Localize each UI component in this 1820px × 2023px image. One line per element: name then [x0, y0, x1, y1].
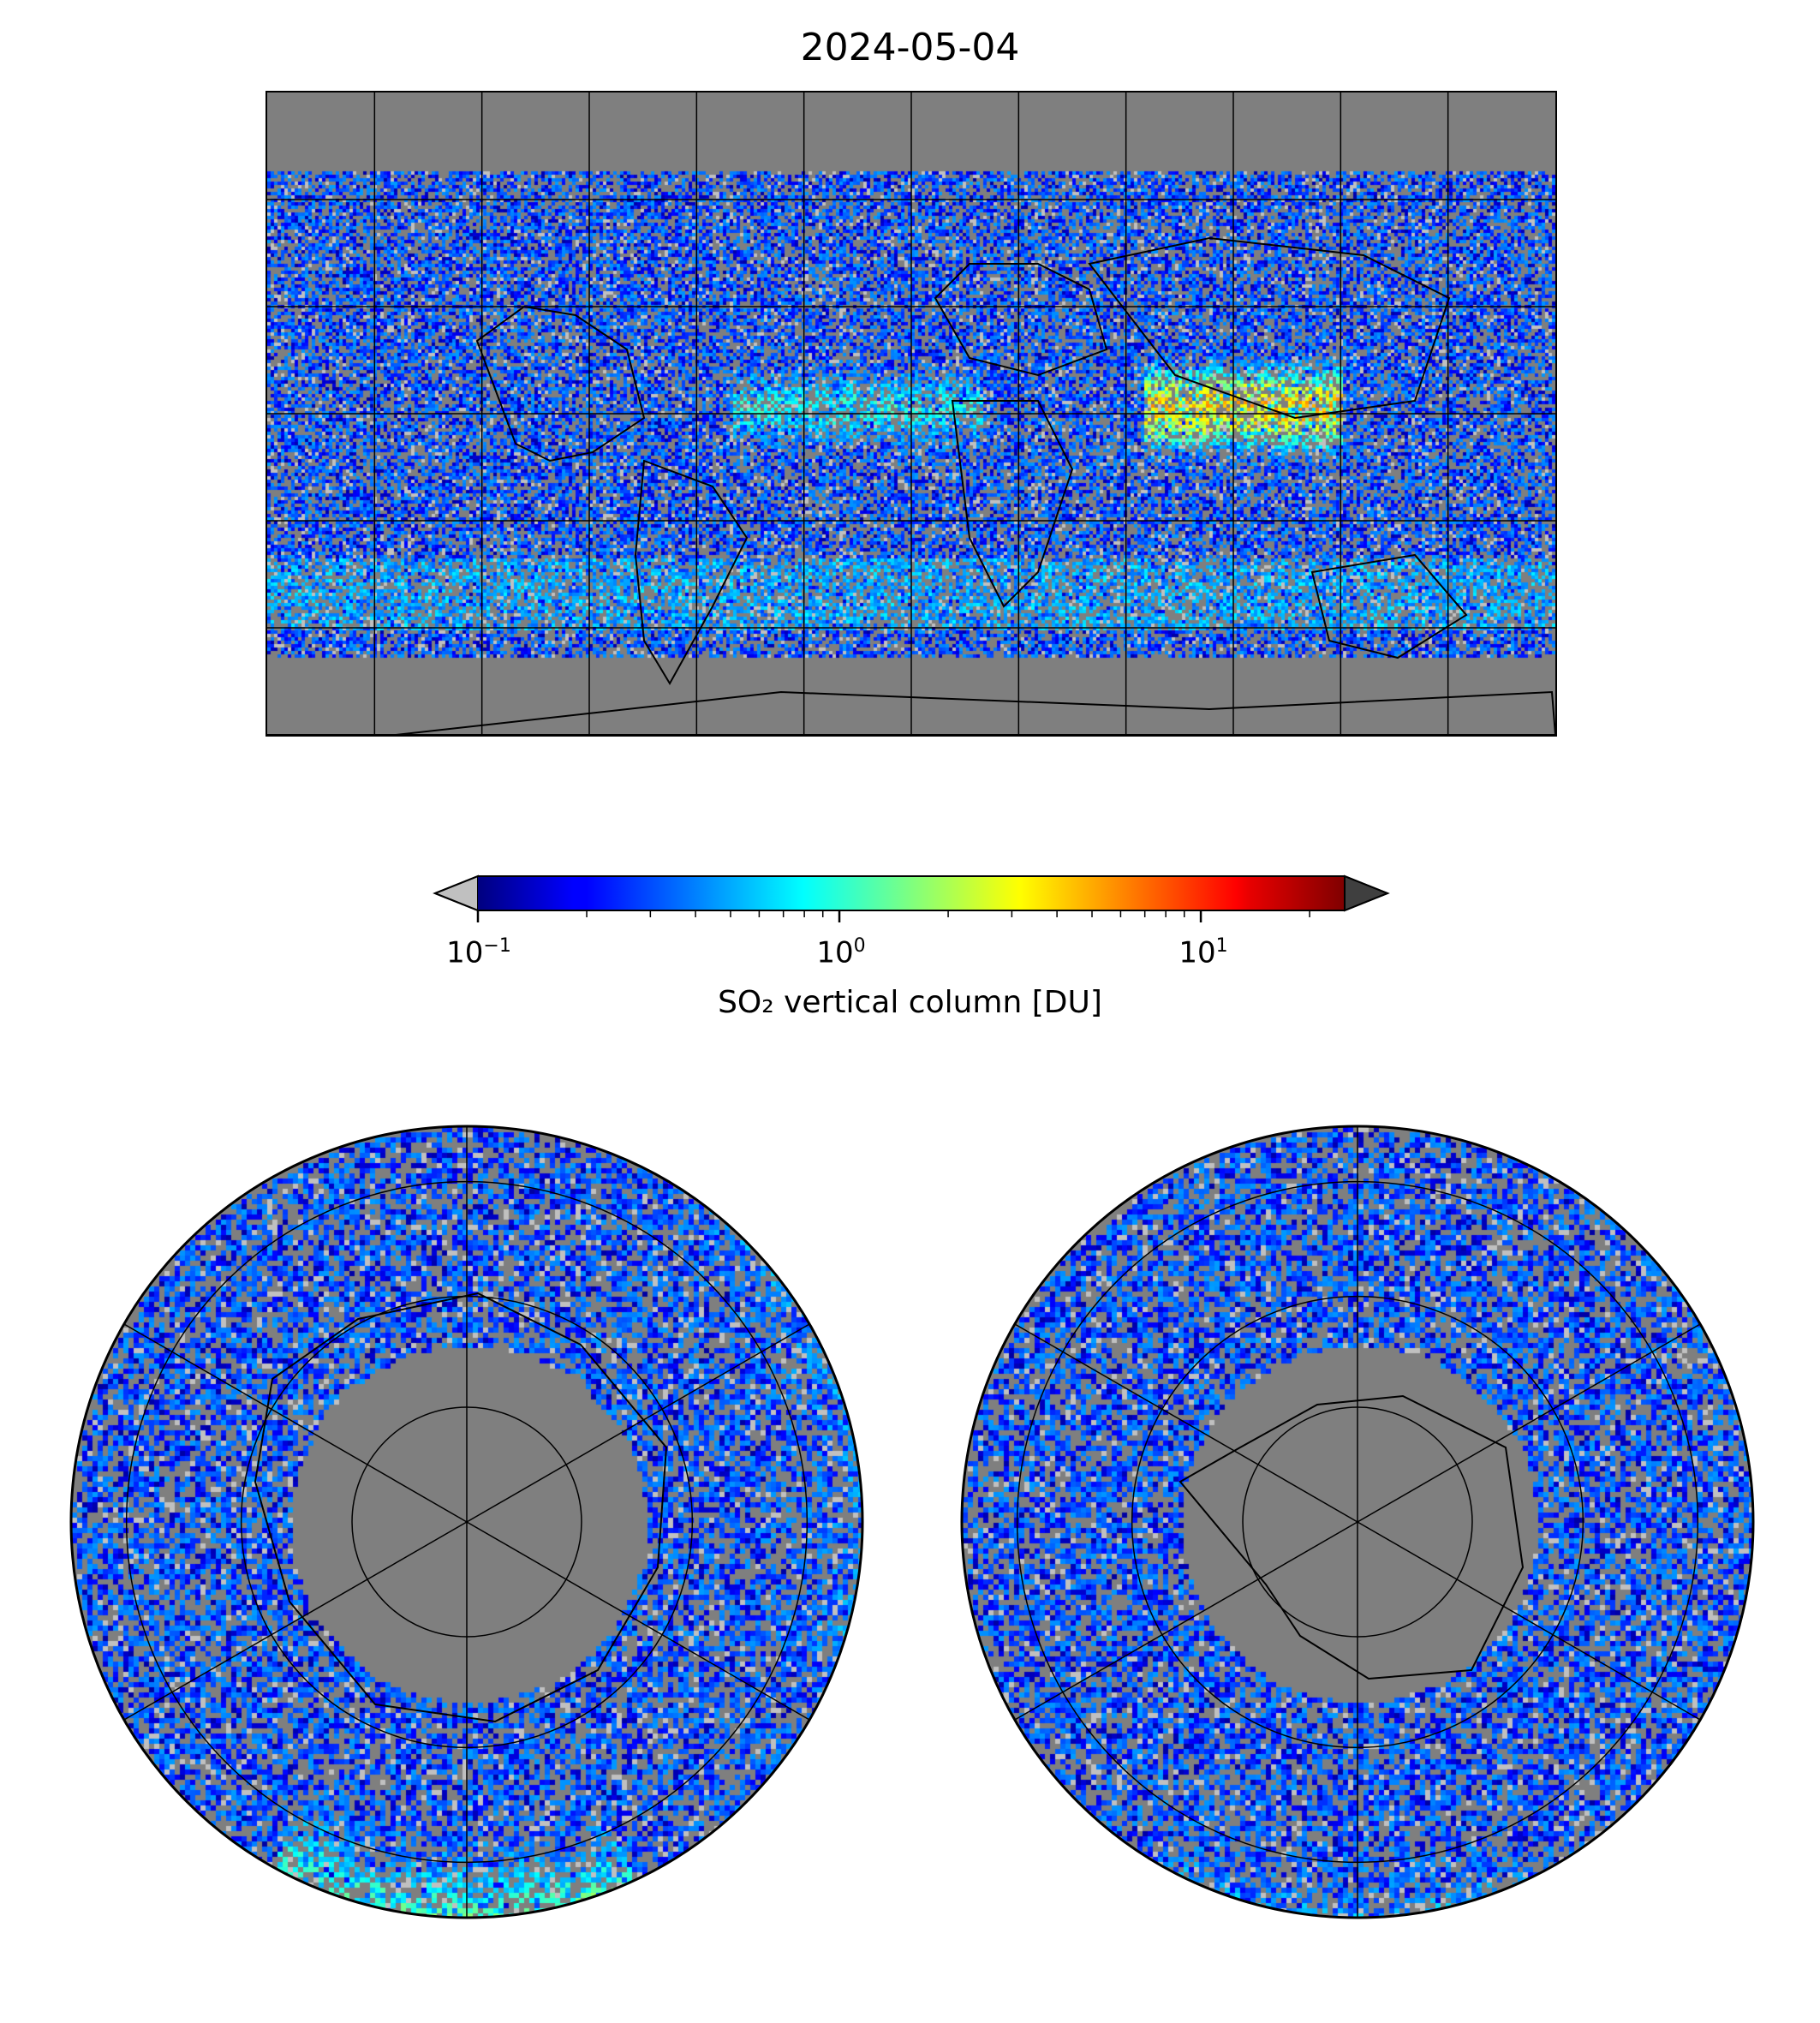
colorbar-gradient [478, 876, 1345, 910]
figure-title: 2024-05-04 [800, 26, 1020, 69]
global-so2-map [266, 91, 1557, 737]
colorbar-over-extension [1344, 874, 1390, 912]
colorbar-tick-label-2: 101 [1179, 935, 1228, 970]
colorbar-tick-label-0: 10−1 [446, 935, 511, 970]
south-polar-graticule-coastlines [960, 1125, 1755, 1919]
colorbar-tick-label-1: 100 [816, 935, 866, 970]
colorbar-under-extension [433, 874, 479, 912]
colorbar-tick-marks [476, 910, 1310, 922]
colorbar [433, 874, 1390, 922]
global-graticule-coastlines [267, 92, 1555, 735]
north-polar-map [67, 1122, 867, 1922]
colorbar-label: SO₂ vertical column [DU] [718, 985, 1102, 1020]
south-polar-map [958, 1122, 1757, 1922]
north-polar-graticule-coastlines [69, 1125, 864, 1919]
